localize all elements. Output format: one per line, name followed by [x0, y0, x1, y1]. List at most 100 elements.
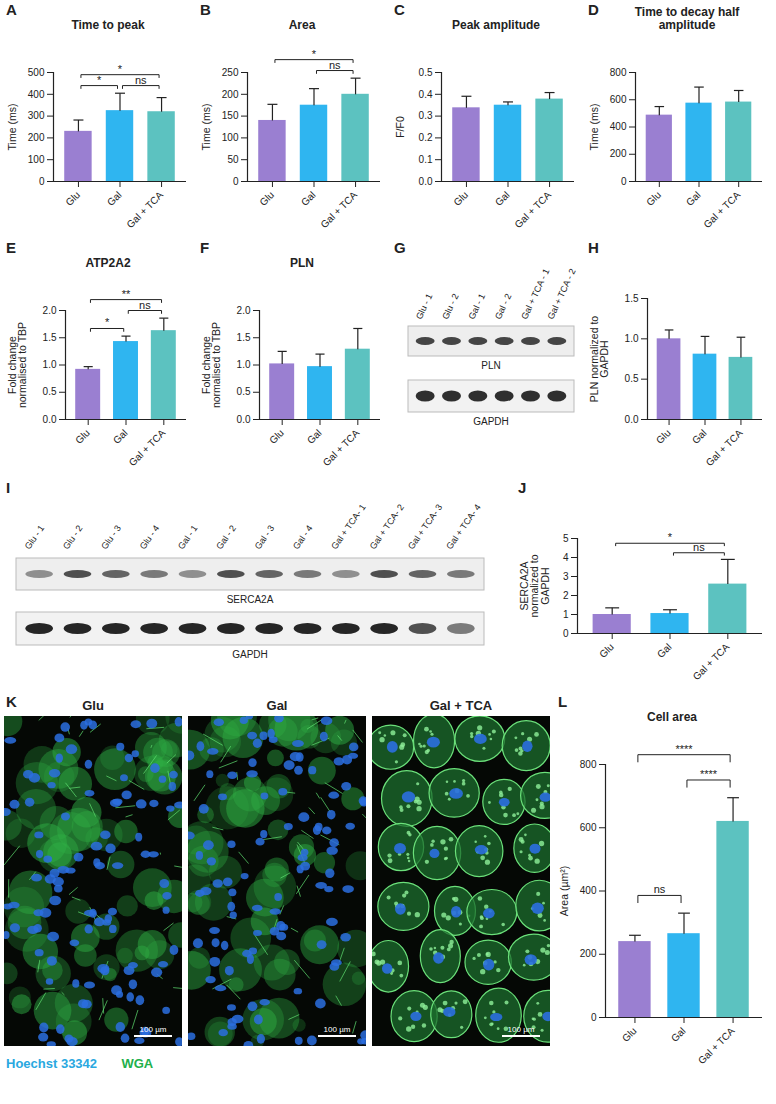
svg-text:*: * [105, 316, 110, 328]
svg-text:0: 0 [563, 628, 569, 639]
svg-text:Gal: Gal [105, 189, 124, 208]
svg-text:2.0: 2.0 [237, 305, 251, 316]
svg-text:Gal: Gal [684, 189, 703, 208]
svg-text:0.0: 0.0 [419, 176, 433, 187]
svg-text:Glu: Glu [597, 641, 616, 660]
svg-text:100 µm: 100 µm [324, 1025, 351, 1034]
svg-text:0.5: 0.5 [625, 373, 639, 384]
svg-text:Gal + TCA- 4: Gal + TCA- 4 [444, 502, 482, 551]
svg-text:150: 150 [222, 110, 239, 121]
svg-text:GAPDH: GAPDH [473, 416, 509, 427]
svg-text:Area (µm²): Area (µm²) [558, 866, 570, 916]
svg-text:Glu - 1: Glu - 1 [414, 292, 434, 321]
svg-text:WGA: WGA [121, 1056, 153, 1071]
svg-text:0.1: 0.1 [419, 154, 433, 165]
svg-text:Glu: Glu [63, 189, 82, 208]
svg-text:5: 5 [563, 533, 569, 544]
svg-text:600: 600 [580, 822, 597, 833]
svg-text:Gal + TCA- 1: Gal + TCA- 1 [329, 502, 367, 551]
svg-text:Gal - 1: Gal - 1 [467, 292, 487, 321]
svg-text:Gal: Gal [655, 641, 674, 660]
svg-text:Gal + TCA: Gal + TCA [704, 427, 745, 468]
svg-text:Gal - 3: Gal - 3 [253, 523, 277, 551]
svg-text:0.0: 0.0 [43, 414, 57, 425]
svg-text:200: 200 [28, 132, 45, 143]
svg-text:3: 3 [563, 571, 569, 582]
svg-text:Gal - 1: Gal - 1 [176, 523, 200, 551]
svg-text:400: 400 [28, 89, 45, 100]
svg-text:1.5: 1.5 [43, 332, 57, 343]
svg-text:600: 600 [610, 94, 627, 105]
svg-text:ns: ns [135, 74, 147, 86]
svg-text:Gal + TCA- 3: Gal + TCA- 3 [406, 502, 444, 551]
svg-text:Glu: Glu [644, 189, 663, 208]
svg-text:*: * [668, 531, 673, 543]
svg-text:0: 0 [39, 176, 45, 187]
svg-text:0.3: 0.3 [419, 110, 433, 121]
svg-text:PLN normalized toGAPDH: PLN normalized toGAPDH [588, 316, 611, 403]
svg-text:Gal - 4: Gal - 4 [291, 523, 315, 551]
svg-text:1.0: 1.0 [43, 359, 57, 370]
svg-text:0.5: 0.5 [419, 67, 433, 78]
svg-text:800: 800 [580, 759, 597, 770]
svg-text:Hoechst 33342: Hoechst 33342 [6, 1056, 97, 1071]
svg-text:100 µm: 100 µm [508, 1025, 535, 1034]
svg-text:0.4: 0.4 [419, 89, 433, 100]
svg-text:Fold changenormalised to TBP: Fold changenormalised to TBP [6, 322, 29, 408]
svg-text:****: **** [675, 743, 693, 755]
svg-text:Glu: Glu [257, 189, 276, 208]
svg-text:400: 400 [610, 121, 627, 132]
svg-text:250: 250 [222, 67, 239, 78]
svg-text:ns: ns [139, 299, 151, 311]
svg-text:*: * [312, 48, 317, 60]
svg-text:*: * [118, 63, 123, 75]
svg-text:500: 500 [28, 67, 45, 78]
svg-text:Gal + TCA: Gal + TCA [691, 641, 732, 682]
svg-text:F/F0: F/F0 [394, 116, 406, 138]
svg-text:Gal: Gal [690, 427, 709, 446]
svg-text:2.0: 2.0 [43, 305, 57, 316]
svg-text:Gal: Gal [267, 698, 288, 713]
svg-text:200: 200 [610, 148, 627, 159]
svg-text:1: 1 [563, 609, 569, 620]
svg-text:ns: ns [329, 59, 341, 71]
svg-text:Glu - 2: Glu - 2 [61, 523, 85, 551]
svg-text:Time (ms): Time (ms) [6, 104, 18, 151]
svg-text:100: 100 [222, 132, 239, 143]
svg-text:SERCA2Anormalized toGAPDH: SERCA2Anormalized toGAPDH [518, 554, 551, 617]
svg-text:****: **** [700, 768, 718, 780]
svg-text:400: 400 [580, 885, 597, 896]
svg-text:Gal + TCA: Gal + TCA [512, 189, 553, 230]
svg-text:Glu - 2: Glu - 2 [440, 292, 460, 321]
svg-text:0.5: 0.5 [43, 386, 57, 397]
svg-text:2: 2 [563, 590, 569, 601]
svg-text:Gal: Gal [493, 189, 512, 208]
svg-text:0.5: 0.5 [237, 386, 251, 397]
svg-text:Gal - 2: Gal - 2 [214, 523, 238, 551]
svg-text:200: 200 [580, 948, 597, 959]
svg-text:Gal + TCA: Gal + TCA [124, 189, 165, 230]
svg-text:Gal: Gal [305, 427, 324, 446]
svg-text:SERCA2A: SERCA2A [227, 594, 274, 605]
svg-text:Glu: Glu [620, 1025, 639, 1044]
svg-text:Gal + TCA: Gal + TCA [318, 189, 359, 230]
svg-text:300: 300 [28, 110, 45, 121]
svg-text:Glu: Glu [654, 427, 673, 446]
svg-text:PLN: PLN [481, 360, 500, 371]
svg-text:0.0: 0.0 [237, 414, 251, 425]
svg-text:ns: ns [693, 541, 705, 553]
svg-text:Glu - 1: Glu - 1 [23, 523, 47, 551]
svg-text:0.0: 0.0 [625, 414, 639, 425]
svg-text:100: 100 [28, 154, 45, 165]
svg-text:Time (ms): Time (ms) [200, 104, 212, 151]
svg-text:0: 0 [591, 1012, 597, 1023]
svg-text:Gal + TCA: Gal + TCA [127, 427, 168, 468]
svg-text:Glu: Glu [73, 427, 92, 446]
svg-text:Glu: Glu [267, 427, 286, 446]
svg-text:Gal: Gal [669, 1025, 688, 1044]
svg-text:50: 50 [227, 154, 239, 165]
svg-text:1.0: 1.0 [625, 333, 639, 344]
svg-text:ns: ns [654, 883, 666, 895]
svg-text:Time (ms): Time (ms) [588, 104, 600, 151]
svg-text:Gal + TCA: Gal + TCA [696, 1025, 737, 1066]
